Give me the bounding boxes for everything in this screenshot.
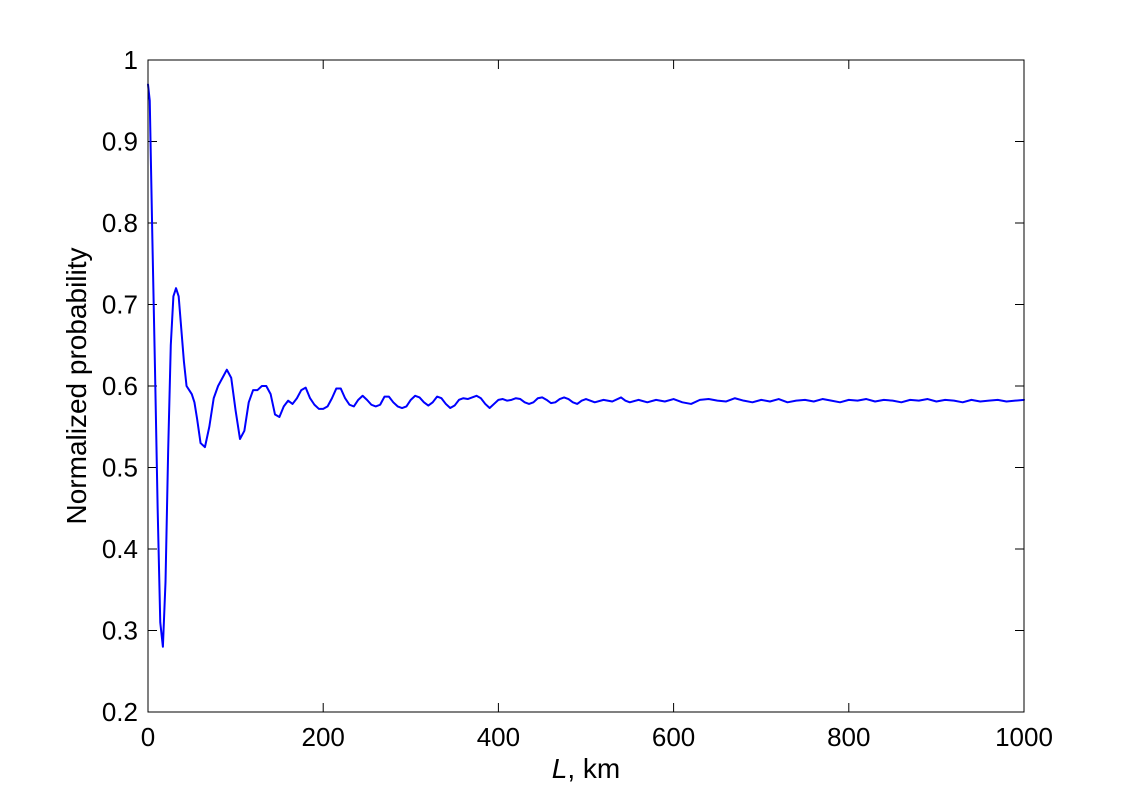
y-tick-label: 0.3 [102, 616, 138, 646]
x-tick-labels: 0 200 400 600 800 1000 [141, 722, 1053, 752]
plot-frame [147, 59, 1025, 713]
y-tick-labels: 0.2 0.3 0.4 0.5 0.6 0.7 0.8 0.9 1 [102, 45, 138, 727]
x-tick-label: 800 [827, 722, 870, 752]
x-axis-label: L, km [552, 753, 620, 784]
y-tick-label: 0.8 [102, 208, 138, 238]
y-tick-label: 0.7 [102, 290, 138, 320]
series-layer [147, 83, 1025, 648]
x-tick-label: 400 [477, 722, 520, 752]
x-tick-label: 600 [652, 722, 695, 752]
y-tick-label: 0.6 [102, 371, 138, 401]
y-tick-label: 0.9 [102, 127, 138, 157]
series-line-0 [147, 83, 1025, 648]
x-axis-label-variable: L [552, 753, 568, 784]
plot-area [148, 60, 1024, 712]
x-axis-label-unit: , km [567, 753, 620, 784]
x-tick-label: 200 [302, 722, 345, 752]
y-tick-label: 0.4 [102, 534, 138, 564]
y-tick-label: 1 [124, 45, 138, 75]
x-tick-label: 0 [141, 722, 155, 752]
y-tick-label: 0.5 [102, 453, 138, 483]
y-axis-label: Normalized probability [61, 247, 92, 524]
y-tick-label: 0.2 [102, 697, 138, 727]
x-tick-label: 1000 [995, 722, 1053, 752]
